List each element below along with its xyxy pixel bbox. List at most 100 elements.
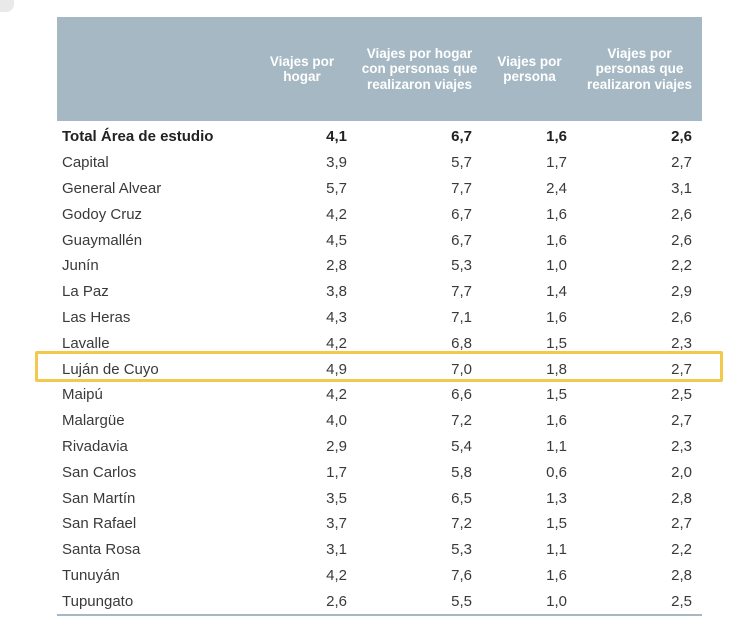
table-header-row: Viajes por hogar Viajes por hogar con pe… — [57, 17, 702, 121]
value-cell: 1,6 — [546, 205, 567, 223]
district-name-cell: Godoy Cruz — [62, 205, 143, 223]
value-cell: 3,5 — [326, 489, 347, 507]
district-name-cell: Santa Rosa — [62, 541, 141, 559]
value-cell: 3,8 — [326, 283, 347, 301]
district-name-cell: Guaymallén — [62, 231, 143, 249]
value-cell: 4,0 — [326, 412, 347, 430]
header-trips-per-traveler: Viajes por personas que realizaron viaje… — [577, 17, 702, 121]
value-cell: 7,7 — [451, 283, 472, 301]
table-row: Lavalle 4,2 6,8 1,5 2,3 — [57, 330, 702, 356]
value-cell: 1,4 — [546, 283, 567, 301]
value-cell: 7,2 — [451, 515, 472, 533]
value-cell: 5,3 — [451, 257, 472, 275]
value-cell: 2,5 — [671, 386, 692, 404]
table-row: Godoy Cruz 4,2 6,7 1,6 2,6 — [57, 201, 702, 227]
table-row: San Rafael 3,7 7,2 1,5 2,7 — [57, 511, 702, 537]
table-row: Tupungato 2,6 5,5 1,0 2,5 — [57, 588, 702, 617]
table-row: Luján de Cuyo 4,9 7,0 1,8 2,7 — [57, 356, 702, 382]
value-cell: 1,6 — [546, 566, 567, 584]
district-name-cell: Las Heras — [62, 308, 131, 326]
value-cell: 2,6 — [671, 308, 692, 326]
table-body: Total Área de estudio 4,1 6,7 1,6 2,6 Capital… — [57, 121, 702, 617]
value-cell: 1,1 — [546, 437, 567, 455]
value-cell: 7,1 — [451, 308, 472, 326]
value-cell: 7,0 — [451, 360, 472, 378]
value-cell: 2,2 — [671, 257, 692, 275]
value-cell: 1,1 — [546, 541, 567, 559]
value-cell: 2,8 — [671, 489, 692, 507]
value-cell: 4,2 — [326, 386, 347, 404]
value-cell: 0,6 — [546, 463, 567, 481]
value-cell: 2,7 — [671, 154, 692, 172]
table-row: Capital 3,9 5,7 1,7 2,7 — [57, 150, 702, 176]
district-name-cell: La Paz — [62, 283, 109, 301]
value-cell: 2,8 — [326, 257, 347, 275]
value-cell: 1,3 — [546, 489, 567, 507]
value-cell: 4,5 — [326, 231, 347, 249]
table-row: Las Heras 4,3 7,1 1,6 2,6 — [57, 305, 702, 331]
table-row: San Carlos 1,7 5,8 0,6 2,0 — [57, 459, 702, 485]
value-cell: 7,2 — [451, 412, 472, 430]
district-name-cell: Tunuyán — [62, 566, 120, 584]
value-cell: 2,5 — [577, 588, 702, 617]
value-cell: 2,6 — [671, 128, 692, 146]
value-cell: 4,2 — [326, 205, 347, 223]
value-cell: 7,7 — [451, 179, 472, 197]
value-cell: 1,7 — [326, 463, 347, 481]
value-cell: 2,8 — [671, 566, 692, 584]
district-name-cell: San Carlos — [62, 463, 137, 481]
table-row: General Alvear 5,7 7,7 2,4 3,1 — [57, 176, 702, 202]
value-cell: 2,3 — [671, 437, 692, 455]
district-name-cell: Total Área de estudio — [62, 128, 214, 146]
value-cell: 1,0 — [482, 588, 577, 617]
value-cell: 4,3 — [326, 308, 347, 326]
value-cell: 2,0 — [671, 463, 692, 481]
value-cell: 2,9 — [326, 437, 347, 455]
value-cell: 5,7 — [326, 179, 347, 197]
value-cell: 3,7 — [326, 515, 347, 533]
header-trips-per-household: Viajes por hogar — [247, 17, 357, 121]
table-row: Tunuyán 4,2 7,6 1,6 2,8 — [57, 563, 702, 589]
table-row: Santa Rosa 3,1 5,3 1,1 2,2 — [57, 537, 702, 563]
value-cell: 6,8 — [451, 334, 472, 352]
district-name-cell: Maipú — [62, 386, 103, 404]
value-cell: 6,6 — [451, 386, 472, 404]
district-name-cell: Capital — [62, 154, 109, 172]
value-cell: 5,4 — [451, 437, 472, 455]
value-cell: 1,5 — [546, 515, 567, 533]
value-cell: 1,6 — [546, 308, 567, 326]
value-cell: 4,2 — [326, 566, 347, 584]
value-cell: 5,7 — [451, 154, 472, 172]
table-row: San Martín 3,5 6,5 1,3 2,8 — [57, 485, 702, 511]
corner-artifact — [0, 0, 14, 12]
value-cell: 3,9 — [326, 154, 347, 172]
value-cell: 1,0 — [546, 257, 567, 275]
table-row: Maipú 4,2 6,6 1,5 2,5 — [57, 382, 702, 408]
value-cell: 2,3 — [671, 334, 692, 352]
district-name-cell: San Rafael — [62, 515, 137, 533]
value-cell: 1,6 — [546, 231, 567, 249]
value-cell: 6,7 — [451, 205, 472, 223]
value-cell: 6,5 — [451, 489, 472, 507]
value-cell: 7,6 — [451, 566, 472, 584]
table-row: Rivadavia 2,9 5,4 1,1 2,3 — [57, 434, 702, 460]
district-name-cell: Rivadavia — [62, 437, 128, 455]
value-cell: 2,6 — [671, 231, 692, 249]
value-cell: 5,3 — [451, 541, 472, 559]
table-row: Junín 2,8 5,3 1,0 2,2 — [57, 253, 702, 279]
district-name-cell: Tupungato — [57, 588, 247, 617]
table-row: La Paz 3,8 7,7 1,4 2,9 — [57, 279, 702, 305]
value-cell: 1,8 — [546, 360, 567, 378]
value-cell: 6,7 — [451, 128, 472, 146]
highlight-box-lujan-de-cuyo — [35, 351, 723, 382]
value-cell: 3,1 — [326, 541, 347, 559]
district-name-cell: San Martín — [62, 489, 136, 507]
value-cell: 2,6 — [671, 205, 692, 223]
district-name-cell: Junín — [62, 257, 99, 275]
value-cell: 1,7 — [546, 154, 567, 172]
table-row: Guaymallén 4,5 6,7 1,6 2,6 — [57, 227, 702, 253]
header-trips-per-household-with-travelers: Viajes por hogar con personas que realiz… — [357, 17, 482, 121]
value-cell: 1,6 — [546, 128, 567, 146]
value-cell: 5,8 — [451, 463, 472, 481]
value-cell: 1,6 — [546, 412, 567, 430]
